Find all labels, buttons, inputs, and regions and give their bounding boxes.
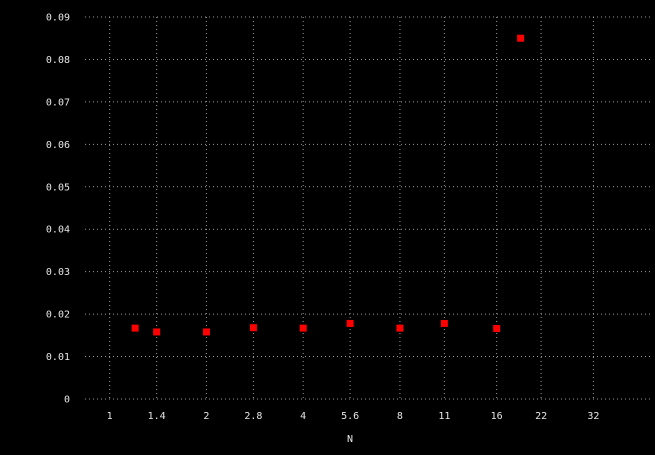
y-tick-label: 0.09 — [46, 13, 70, 24]
y-tick-label: 0.02 — [46, 310, 70, 321]
y-tick-label: 0.03 — [46, 267, 70, 278]
y-tick-label: 0.04 — [46, 225, 70, 236]
x-tick-label: 16 — [491, 411, 503, 422]
data-point — [153, 328, 161, 336]
x-tick-label: 2 — [203, 411, 209, 422]
y-tick-label: 0 — [64, 395, 70, 406]
x-tick-label: 11 — [438, 411, 450, 422]
data-point — [346, 319, 354, 327]
x-axis-label: N — [347, 434, 353, 445]
y-tick-label: 0.05 — [46, 182, 70, 193]
grid-layer — [85, 16, 650, 400]
data-point — [131, 324, 139, 332]
x-tick-label: 22 — [535, 411, 547, 422]
x-tick-label: 8 — [397, 411, 403, 422]
data-point — [299, 324, 307, 332]
data-point — [202, 328, 210, 336]
y-tick-label: 0.06 — [46, 140, 70, 151]
x-tick-label: 1 — [107, 411, 113, 422]
x-tick-label: 5.6 — [341, 411, 359, 422]
y-tick-label: 0.07 — [46, 97, 70, 108]
data-point — [440, 319, 448, 327]
data-point — [493, 325, 501, 333]
axis-tick-labels: 1 1.4 2 2.8 4 5.6 8 11 16 22 32 0 0.01 0.02 0.03 0.04 0.… — [46, 13, 600, 423]
data-point — [517, 34, 525, 42]
y-tick-label: 0.01 — [46, 352, 70, 363]
x-tick-label: 1.4 — [148, 411, 166, 422]
x-tick-label: 2.8 — [244, 411, 262, 422]
x-tick-label: 32 — [587, 411, 599, 422]
x-tick-label: 4 — [300, 411, 306, 422]
data-point — [396, 324, 404, 332]
data-points-layer — [131, 34, 525, 336]
y-tick-label: 0.08 — [46, 55, 70, 66]
data-point — [249, 324, 257, 332]
